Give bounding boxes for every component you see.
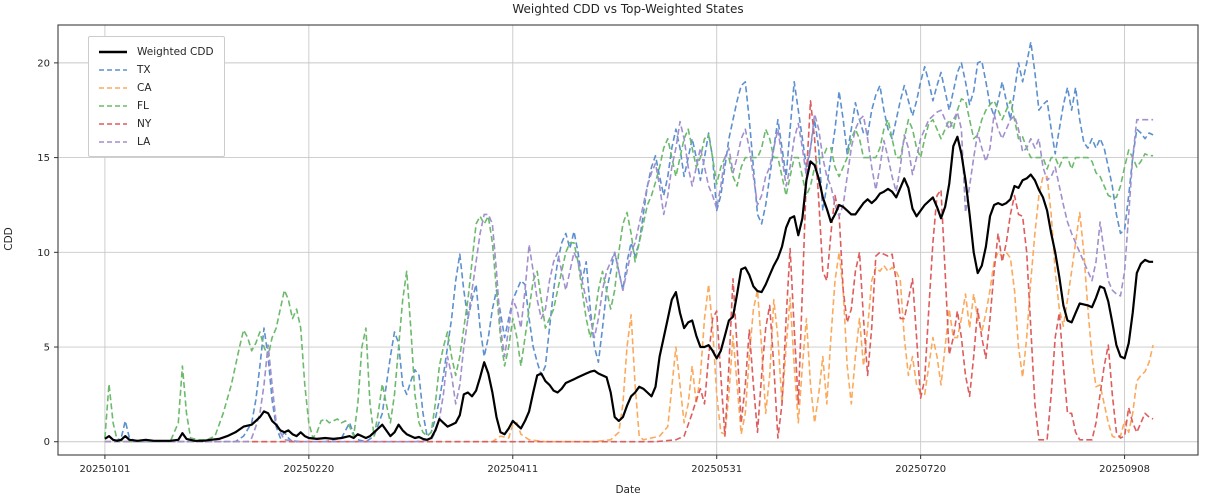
- legend-item-fl: FL: [97, 97, 214, 115]
- y-tick-label-20: 20: [37, 58, 50, 69]
- y-tick-label-0: 0: [44, 437, 50, 448]
- x-tick-label-20250220: 20250220: [283, 464, 334, 475]
- legend-label-ny: NY: [137, 118, 152, 130]
- series-line-ca: [104, 175, 1154, 443]
- legend-item-tx: TX: [97, 61, 214, 79]
- x-tick-label-20250720: 20250720: [895, 464, 946, 475]
- legend-swatch-fl-line-icon: [99, 105, 127, 107]
- legend-label-weighted-cdd: Weighted CDD: [137, 46, 214, 58]
- x-tick-label-20250411: 20250411: [487, 464, 538, 475]
- chart-title: Weighted CDD vs Top-Weighted States: [512, 2, 744, 16]
- series-line-weighted-cdd: [104, 135, 1154, 442]
- legend-item-la: LA: [97, 133, 214, 151]
- y-tick-label-10: 10: [37, 248, 50, 259]
- legend-swatch-ny-line-icon: [99, 123, 127, 125]
- x-tick-label-20250101: 20250101: [79, 464, 130, 475]
- x-tick-label-20250908: 20250908: [1099, 464, 1150, 475]
- series-line-la: [104, 109, 1154, 443]
- axes-spines: [57, 24, 1199, 456]
- x-axis-label: Date: [615, 484, 641, 496]
- series-line-tx: [104, 41, 1154, 443]
- legend-label-ca: CA: [137, 82, 152, 94]
- y-tick-label-15: 15: [37, 153, 50, 164]
- series-line-ny: [104, 100, 1154, 443]
- legend-label-la: LA: [137, 136, 151, 148]
- legend-item-ca: CA: [97, 79, 214, 97]
- legend-swatch-ca-line-icon: [99, 87, 127, 89]
- y-tick-label-5: 5: [44, 343, 50, 354]
- legend-item-weighted-cdd: Weighted CDD: [97, 43, 214, 61]
- axes-background: [58, 25, 1198, 455]
- legend-swatch-tx-line-icon: [99, 69, 127, 71]
- legend-swatch-la-line-icon: [99, 141, 127, 143]
- legend-label-fl: FL: [137, 100, 149, 112]
- x-tick-label-20250531: 20250531: [691, 464, 742, 475]
- legend-item-ny: NY: [97, 115, 214, 133]
- legend-swatch-weighted-cdd-line-icon: [99, 50, 127, 54]
- legend: Weighted CDD TX CA FL NY LA: [88, 36, 225, 157]
- series-line-fl: [104, 98, 1154, 443]
- legend-label-tx: TX: [137, 64, 151, 76]
